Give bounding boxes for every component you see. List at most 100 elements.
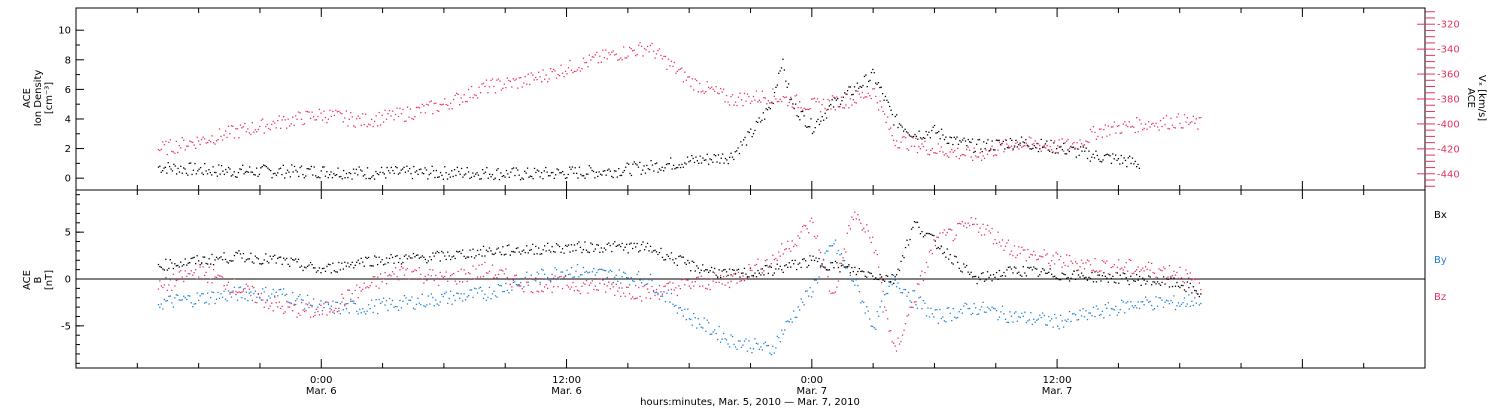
- top-density-point: [809, 126, 811, 128]
- bottom-by-point: [1092, 306, 1095, 308]
- bottom-bx-point: [1137, 279, 1139, 281]
- top-density-point: [957, 143, 960, 145]
- bottom-by-point: [1115, 305, 1117, 307]
- bottom-bz-point: [646, 288, 649, 290]
- bottom-bx-point: [215, 256, 218, 258]
- top-density-point: [654, 163, 656, 165]
- top-density-point: [170, 168, 172, 170]
- bottom-bx-point: [770, 266, 772, 268]
- top-density-point: [583, 175, 585, 177]
- bottom-bz-point: [272, 310, 274, 312]
- top-velocity-point: [646, 45, 649, 48]
- bottom-bz-point: [251, 285, 253, 288]
- top-density-point: [818, 123, 821, 126]
- top-density-point: [994, 149, 996, 151]
- bottom-bz-point: [1116, 266, 1118, 268]
- bottom-bx-point: [469, 249, 471, 251]
- bottom-bx-point: [958, 267, 960, 269]
- bottom-bx-point: [646, 242, 649, 244]
- bottom-by-point: [755, 342, 758, 344]
- top-velocity-point: [552, 68, 555, 71]
- bottom-bx-point: [1158, 283, 1160, 285]
- bottom-bx-point: [344, 261, 346, 263]
- bottom-bz-point: [555, 278, 558, 281]
- bottom-by-point: [1098, 314, 1101, 316]
- top-density-point: [1032, 147, 1034, 150]
- bottom-bx-point: [937, 246, 939, 249]
- bottom-bz-point: [508, 279, 510, 281]
- bottom-by-point: [970, 313, 972, 316]
- bottom-bx-point: [724, 268, 726, 271]
- top-velocity-point: [189, 140, 191, 142]
- bottom-bx-point: [617, 244, 619, 247]
- bottom-by-point: [211, 291, 213, 293]
- bottom-bx-point: [581, 251, 583, 254]
- bottom-by-point: [1004, 318, 1007, 320]
- bottom-bz-point: [699, 285, 701, 288]
- bottom-bx-point: [848, 264, 850, 266]
- bottom-by-point: [229, 293, 231, 295]
- bottom-by-point: [1055, 317, 1057, 319]
- top-velocity-point: [299, 112, 301, 114]
- bottom-bx-point: [189, 262, 191, 264]
- top-density-point: [351, 178, 353, 180]
- top-density-point: [448, 173, 450, 175]
- bottom-bz-point: [569, 288, 571, 290]
- top-density-point: [1019, 142, 1021, 144]
- top-density-point: [611, 175, 613, 178]
- top-velocity-point: [218, 128, 221, 130]
- top-velocity-point: [906, 148, 908, 150]
- bottom-by-point: [305, 303, 307, 305]
- bottom-bz-point: [324, 301, 327, 303]
- bottom-by-point: [969, 307, 971, 310]
- bottom-bx-point: [1155, 283, 1157, 285]
- bottom-bz-point: [951, 229, 953, 231]
- top-density-point: [692, 157, 694, 160]
- top-density-point: [827, 108, 829, 111]
- bottom-bz-point: [265, 302, 267, 304]
- top-velocity-point: [1104, 124, 1106, 126]
- top-velocity-point: [599, 55, 601, 57]
- top-density-point: [1006, 147, 1009, 149]
- top-velocity-point: [591, 56, 593, 58]
- bottom-bz-point: [643, 284, 646, 287]
- top-density-point: [747, 131, 749, 133]
- top-density-point: [1042, 146, 1044, 149]
- top-velocity-point: [494, 92, 497, 94]
- top-velocity-point: [854, 101, 856, 104]
- bottom-bz-point: [579, 292, 582, 295]
- bottom-bx-point: [972, 276, 974, 278]
- bottom-by-point: [178, 299, 180, 301]
- bottom-by-point: [1145, 296, 1147, 298]
- bottom-bx-point: [309, 261, 312, 264]
- top-density-point: [517, 169, 519, 171]
- top-density-point: [918, 130, 920, 132]
- bottom-bz-point: [694, 281, 696, 283]
- top-density-point: [625, 166, 627, 168]
- bottom-bz-point: [327, 302, 330, 304]
- bottom-by-point: [268, 295, 270, 297]
- bottom-bx-point: [503, 254, 505, 256]
- top-velocity-point: [766, 103, 768, 105]
- top-density-point: [973, 151, 975, 153]
- top-density-point: [195, 173, 197, 175]
- bottom-bx-point: [878, 278, 880, 281]
- bottom-by-point: [837, 249, 840, 252]
- bottom-bz-point: [991, 227, 993, 230]
- top-velocity-point: [609, 54, 611, 56]
- bottom-bx-point: [976, 282, 978, 285]
- top-density-point: [174, 165, 176, 167]
- bottom-bz-point: [462, 281, 464, 283]
- bottom-bx-point: [715, 274, 717, 276]
- bottom-by-point: [685, 319, 687, 321]
- bottom-bx-point: [846, 266, 848, 268]
- top-velocity-point: [1073, 141, 1075, 144]
- bottom-bx-point: [794, 259, 796, 262]
- top-velocity-point: [442, 103, 444, 105]
- bottom-by-point: [436, 303, 438, 305]
- bottom-bx-point: [168, 267, 170, 270]
- top-density-point: [853, 86, 856, 88]
- top-velocity-point: [280, 127, 282, 129]
- bottom-by-point: [272, 288, 274, 291]
- top-velocity-point: [329, 109, 331, 111]
